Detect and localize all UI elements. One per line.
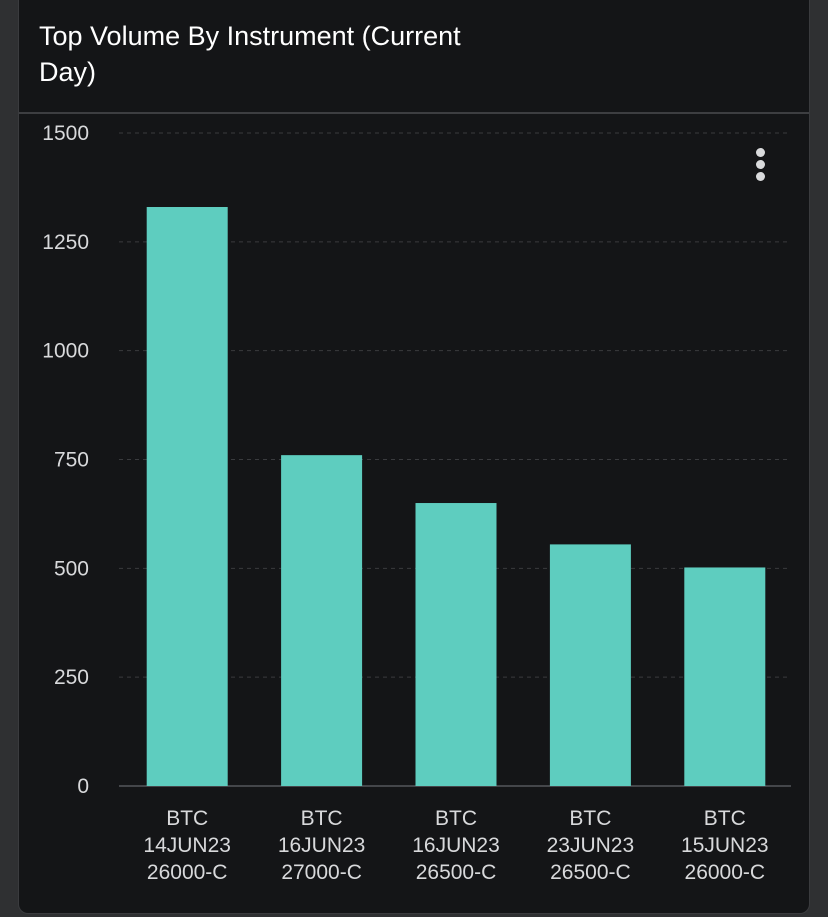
x-tick-label: BTC 15JUN23 26000-C [681,807,769,884]
x-tick-label: BTC 16JUN23 27000-C [278,807,366,884]
more-vertical-icon[interactable] [747,144,775,188]
bar[interactable] [684,567,766,786]
y-tick-label: 750 [54,449,89,472]
bar-chart: 0 250 500 750 1000 1250 1500 BTC 14JUN23 26000-C B… [42,122,791,884]
y-tick-label: 0 [77,775,89,798]
y-tick-label: 500 [54,557,89,580]
chart-card: Top Volume By Instrument (Current Day) 0… [18,0,810,914]
card-header: Top Volume By Instrument (Current Day) [19,0,809,114]
bar[interactable] [549,544,631,786]
bar[interactable] [281,455,363,786]
y-tick-label: 1500 [42,122,89,145]
chart-title: Top Volume By Instrument (Current Day) [39,21,461,87]
y-tick-label: 250 [54,666,89,689]
x-tick-label: BTC 14JUN23 26000-C [143,807,231,884]
x-tick-label: BTC 16JUN23 26500-C [412,807,500,884]
x-tick-label: BTC 23JUN23 26500-C [547,807,635,884]
bar[interactable] [146,207,228,787]
y-tick-label: 1250 [42,231,89,254]
y-tick-label: 1000 [42,340,89,363]
bar[interactable] [415,503,497,786]
